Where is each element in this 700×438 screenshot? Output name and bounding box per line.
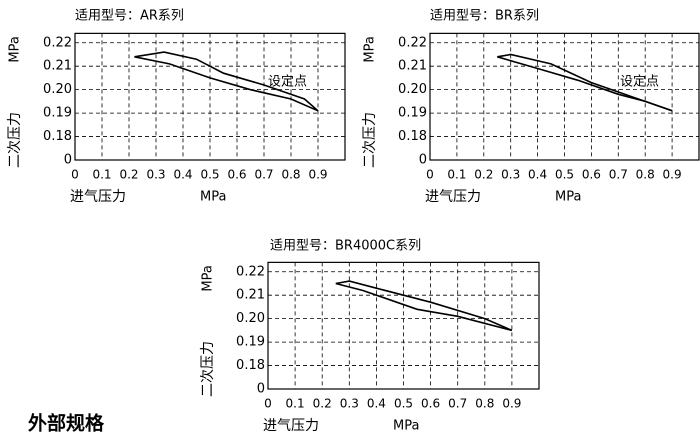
y-tick-label: 0.22 bbox=[43, 35, 72, 50]
x-tick-label: 0 bbox=[71, 168, 79, 182]
y-tick-label: 0 bbox=[257, 382, 265, 397]
plot-frame bbox=[74, 32, 346, 161]
y-tick-label: 0.22 bbox=[398, 35, 427, 50]
y-tick-label: 0.21 bbox=[43, 59, 72, 74]
plot-frame bbox=[267, 261, 540, 390]
x-tick-label: 0.2 bbox=[474, 168, 493, 182]
x-tick-label: 0.3 bbox=[146, 168, 165, 182]
annotation: 设定点 bbox=[268, 75, 307, 90]
x-tick-label: 0.4 bbox=[173, 168, 192, 182]
curve bbox=[335, 280, 513, 332]
y-tick-label: 0 bbox=[64, 153, 72, 168]
x-tick-label: 0.9 bbox=[663, 168, 682, 182]
x-tick-label: 0.3 bbox=[340, 397, 359, 411]
x-tick-label: 0.1 bbox=[286, 397, 305, 411]
y-tick-label: 0.20 bbox=[236, 311, 265, 326]
chart-title: 适用型号：BR4000C系列 bbox=[270, 239, 421, 254]
x-tick-label: 0.7 bbox=[254, 168, 273, 182]
curve bbox=[134, 51, 319, 112]
plot-frame bbox=[429, 32, 700, 161]
y-tick-label: 0.19 bbox=[236, 335, 265, 350]
y-tick-label: 0.18 bbox=[43, 129, 72, 144]
x-tick-label: 0.7 bbox=[609, 168, 628, 182]
chart-title: 适用型号：AR系列 bbox=[75, 9, 184, 24]
y-tick-label: 0.21 bbox=[236, 288, 265, 303]
y-axis-unit: MPa bbox=[8, 36, 23, 62]
y-axis-label: 二次压力 bbox=[200, 341, 216, 397]
x-tick-label: 0.6 bbox=[421, 397, 440, 411]
y-tick-label: 0.19 bbox=[398, 106, 427, 121]
x-tick-label: 0.2 bbox=[313, 397, 332, 411]
y-axis-unit: MPa bbox=[201, 265, 216, 291]
curve bbox=[134, 56, 319, 112]
x-tick-label: 0.9 bbox=[308, 168, 327, 182]
x-tick-label: 0.5 bbox=[555, 168, 574, 182]
x-tick-label: 0.4 bbox=[367, 397, 386, 411]
x-axis-unit: MPa bbox=[555, 190, 581, 205]
y-tick-label: 0.22 bbox=[236, 264, 265, 279]
x-tick-label: 0.3 bbox=[501, 168, 520, 182]
x-axis-label: 进气压力 bbox=[425, 189, 481, 205]
x-tick-label: 0.5 bbox=[200, 168, 219, 182]
y-tick-label: 0.20 bbox=[398, 82, 427, 97]
curve bbox=[497, 56, 673, 112]
y-tick-label: 0.19 bbox=[43, 106, 72, 121]
x-tick-label: 0.8 bbox=[281, 168, 300, 182]
y-axis-label: 二次压力 bbox=[7, 112, 23, 168]
x-tick-label: 0.8 bbox=[475, 397, 494, 411]
y-tick-label: 0 bbox=[419, 153, 427, 168]
x-tick-label: 0 bbox=[426, 168, 434, 182]
x-tick-label: 0.6 bbox=[227, 168, 246, 182]
x-tick-label: 0.2 bbox=[119, 168, 138, 182]
x-tick-label: 0.7 bbox=[448, 397, 467, 411]
x-tick-label: 0.4 bbox=[528, 168, 547, 182]
chart-title: 适用型号：BR系列 bbox=[430, 9, 539, 24]
curve bbox=[497, 53, 673, 112]
x-tick-label: 0.8 bbox=[636, 168, 655, 182]
annotation: 设定点 bbox=[620, 75, 659, 90]
y-tick-label: 0.20 bbox=[43, 82, 72, 97]
x-axis-unit: MPa bbox=[200, 190, 226, 205]
heading: 外部规格 bbox=[28, 412, 105, 435]
x-tick-label: 0.5 bbox=[394, 397, 413, 411]
x-axis-unit: MPa bbox=[393, 419, 419, 434]
y-axis-label: 二次压力 bbox=[362, 112, 378, 168]
y-axis-unit: MPa bbox=[363, 36, 378, 62]
x-axis-label: 进气压力 bbox=[70, 189, 126, 205]
x-tick-label: 0.1 bbox=[92, 168, 111, 182]
x-tick-label: 0.1 bbox=[447, 168, 466, 182]
curve bbox=[335, 282, 513, 332]
y-tick-label: 0.21 bbox=[398, 59, 427, 74]
y-tick-label: 0.18 bbox=[236, 358, 265, 373]
x-tick-label: 0.6 bbox=[582, 168, 601, 182]
x-tick-label: 0.9 bbox=[502, 397, 521, 411]
x-axis-label: 进气压力 bbox=[263, 418, 319, 434]
x-tick-label: 0 bbox=[264, 397, 272, 411]
y-tick-label: 0.18 bbox=[398, 129, 427, 144]
